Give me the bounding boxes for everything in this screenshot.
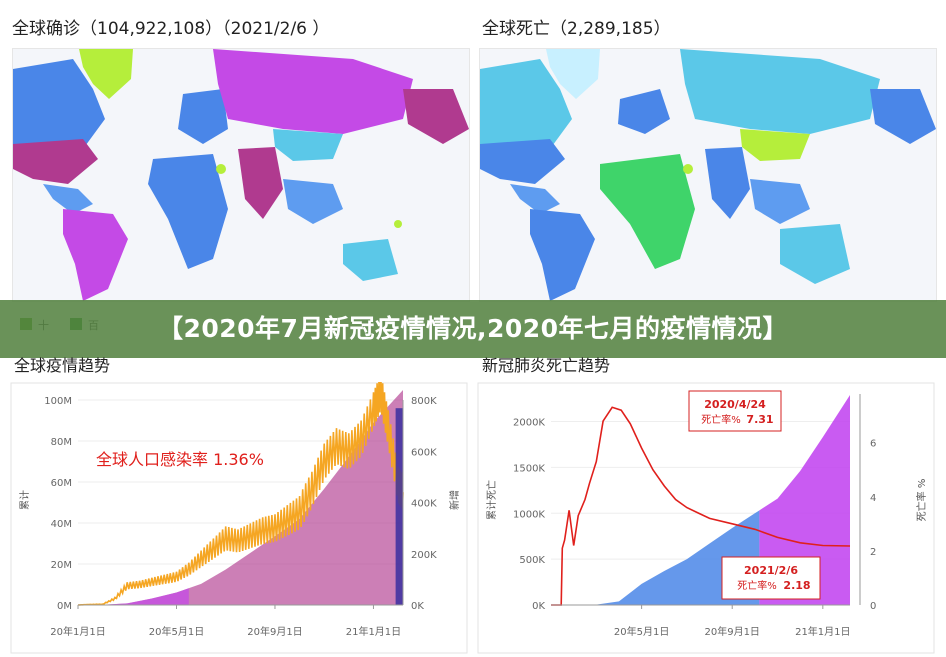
daily-new-line <box>77 382 404 606</box>
y-left-tick: 500K <box>519 555 545 566</box>
y-right-axis-label: 新增 <box>448 490 461 510</box>
deaths-area-late <box>759 395 850 605</box>
right-map-title: 全球死亡（2,289,185） <box>482 19 671 39</box>
world-map-deaths <box>479 48 937 302</box>
peak-date: 2020/4/24 <box>704 398 766 411</box>
peak-rate-value: 7.31 <box>746 413 773 426</box>
y-left-tick: 40M <box>51 519 72 530</box>
headline-banner: 【2020年7月新冠疫情情况,2020年七月的疫情情况】 <box>0 300 946 358</box>
annotation-latest: 2021/2/6 死亡率% 2.18 <box>721 556 821 600</box>
x-tick: 21年1月1日 <box>795 625 850 638</box>
deaths-area-early <box>551 510 760 605</box>
y-right-tick: 0K <box>411 601 424 612</box>
y-left-tick: 0M <box>57 601 72 612</box>
left-chart-title: 全球疫情趋势 <box>14 356 111 375</box>
y-left-tick: 1500K <box>513 463 545 474</box>
x-tick: 20年9月1日 <box>247 625 302 638</box>
peak-rate-label: 死亡率% <box>701 413 741 426</box>
x-tick: 20年5月1日 <box>614 625 669 638</box>
y-right-tick: 400K <box>411 499 437 510</box>
y-left-axis-label: 累计死亡 <box>485 480 498 520</box>
y-right-tick: 4 <box>870 493 876 504</box>
y-right-tick: 0 <box>870 601 876 612</box>
headline-text: 【2020年7月新冠疫情情况,2020年七月的疫情情况】 <box>157 314 789 343</box>
y-left-tick: 60M <box>51 478 72 489</box>
y-left-tick: 80M <box>51 437 72 448</box>
latest-rate-value: 2.18 <box>783 579 810 592</box>
infection-rate-annotation: 全球人口感染率 1.36% <box>96 450 264 469</box>
latest-rate-label: 死亡率% <box>737 579 777 592</box>
world-map-confirmed <box>12 48 470 302</box>
y-left-tick: 2000K <box>513 418 545 429</box>
y-right-tick: 2 <box>870 547 876 558</box>
y-right-axis-label: 死亡率 % <box>915 479 928 522</box>
annotation-peak: 2020/4/24 死亡率% 7.31 <box>688 390 782 432</box>
daily-new-path <box>77 382 404 606</box>
confirmed-trend-chart: 0M 20M 40M 60M 80M 100M 0K 200K 400K 600K 800K 20年1… <box>10 382 468 654</box>
y-left-tick: 100M <box>44 396 72 407</box>
x-tick: 20年9月1日 <box>704 625 759 638</box>
deaths-trend-chart: 0K 500K 1000K 1500K 2000K 0 2 4 6 20年5月1日 20年9月1日 2… <box>477 382 935 654</box>
y-left-tick: 20M <box>51 560 72 571</box>
death-rate-line <box>551 406 851 606</box>
left-map-title: 全球确诊（104,922,108）（2021/2/6 ） <box>12 19 330 39</box>
y-left-tick: 1000K <box>513 509 545 520</box>
right-chart-title: 新冠肺炎死亡趋势 <box>482 356 611 375</box>
y-left-axis-label: 累计 <box>18 490 31 510</box>
cumulative-deaths-area <box>551 395 850 605</box>
latest-band <box>395 408 403 605</box>
latest-date: 2021/2/6 <box>744 564 798 577</box>
y-right-tick: 200K <box>411 550 437 561</box>
cumulative-area <box>78 389 403 605</box>
cumulative-area-early <box>78 588 189 605</box>
y-right-tick: 600K <box>411 447 437 458</box>
y-right-tick: 800K <box>411 396 437 407</box>
x-tick: 20年5月1日 <box>149 625 204 638</box>
x-tick: 20年1月1日 <box>50 625 105 638</box>
death-rate-path <box>551 406 851 606</box>
cumulative-area-fill <box>78 389 403 605</box>
y-left-tick: 0K <box>532 601 545 612</box>
y-right-tick: 6 <box>870 439 876 450</box>
x-tick: 21年1月1日 <box>346 625 401 638</box>
